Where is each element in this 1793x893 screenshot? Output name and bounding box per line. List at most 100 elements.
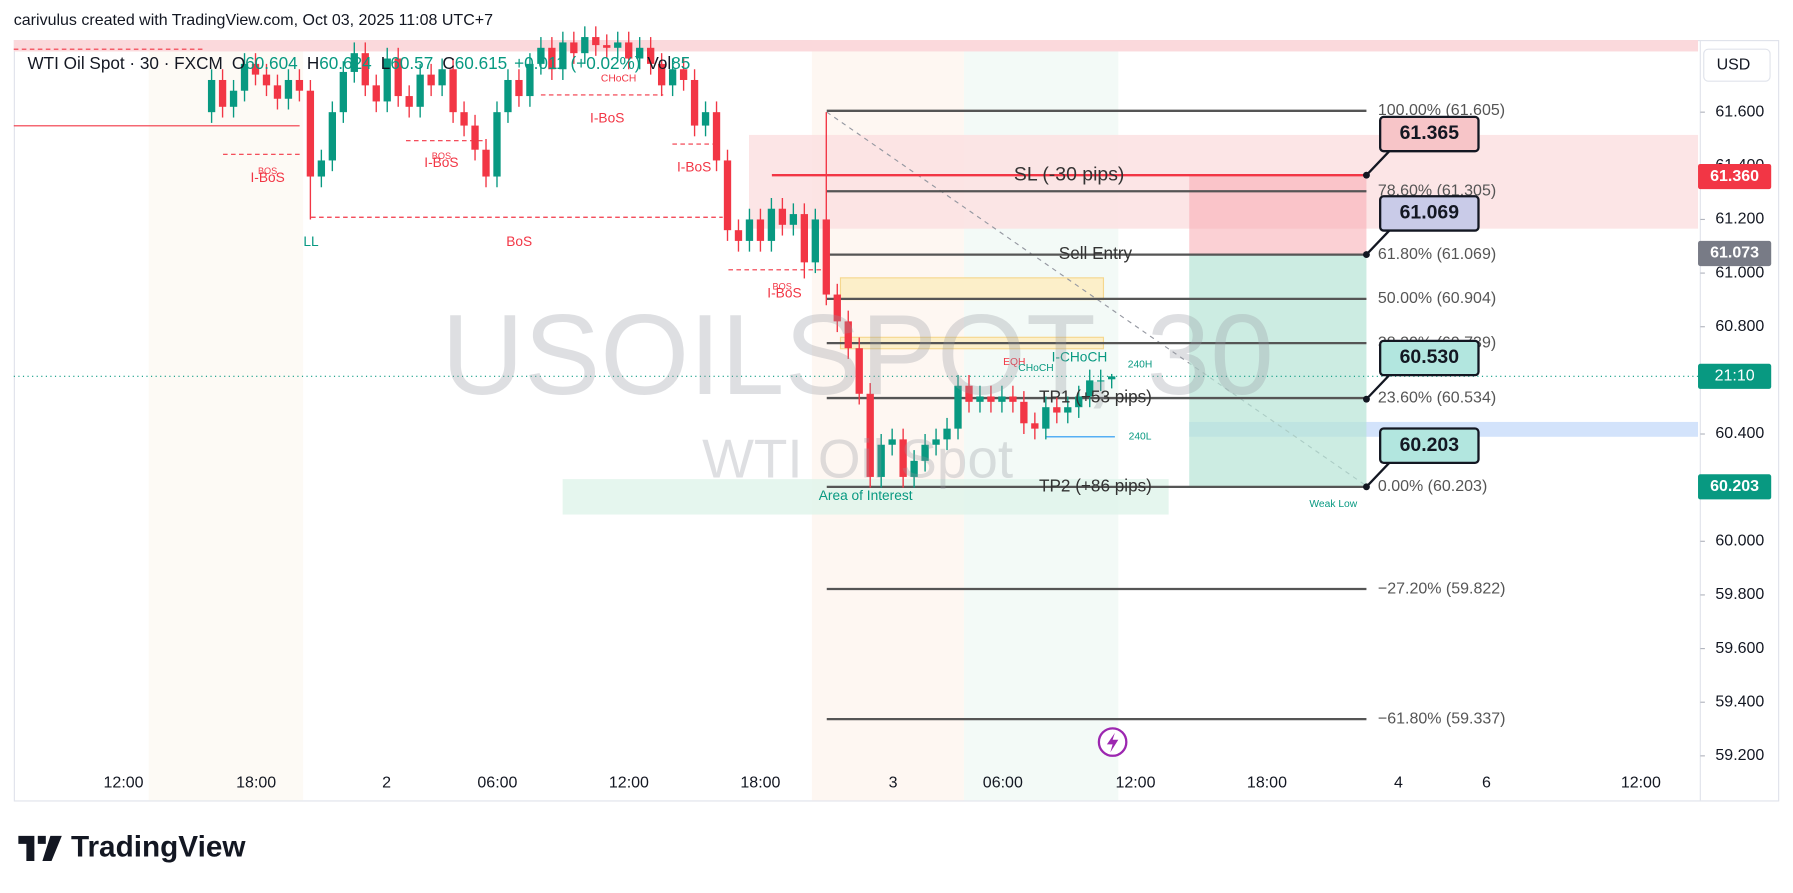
callout-box [1379, 195, 1480, 232]
candle-body [1042, 407, 1050, 429]
candle-body [767, 208, 776, 241]
candle-body [262, 74, 271, 86]
candle-body [383, 58, 391, 102]
y-tick-label: 61.000 [1715, 264, 1764, 281]
price-tag [1698, 163, 1772, 190]
annotation: 240H [1128, 359, 1153, 370]
callout-anchor [1363, 395, 1370, 403]
legend-value: 60.624 [319, 53, 372, 73]
candle-body [987, 396, 995, 402]
callout-pointer [1365, 229, 1391, 256]
annotation: I-BoS [590, 111, 624, 126]
candle-body [218, 79, 227, 107]
candle-body [284, 79, 293, 99]
candle-body [998, 396, 1006, 402]
candle-body [471, 125, 479, 150]
candle-body [592, 37, 600, 46]
y-tick-label: 59.400 [1715, 693, 1764, 710]
candle-body [438, 69, 446, 86]
candle-body [888, 439, 896, 445]
candle-body [1075, 396, 1083, 408]
candle-body [207, 79, 216, 113]
x-tick-label: 12:00 [1621, 774, 1661, 791]
countdown-tag [1698, 363, 1772, 389]
price-tag-label: 61.073 [1710, 245, 1759, 262]
candle-body [526, 63, 534, 97]
candle-body [789, 214, 798, 225]
trade-label: SL (-30 pips) [1014, 163, 1124, 185]
x-tick-label: 12:00 [1115, 774, 1155, 791]
candle-body [657, 63, 666, 86]
candle-body [295, 79, 304, 91]
candle-body [712, 112, 721, 161]
annotation: I-BoS [767, 285, 801, 300]
legend-key: L [381, 53, 391, 73]
x-tick-label: 12:00 [104, 774, 144, 791]
x-tick-label: 06:00 [477, 774, 517, 791]
candle-body [416, 74, 424, 107]
x-tick-label: 3 [889, 774, 898, 791]
candle-body [1020, 401, 1028, 424]
candle-body [965, 385, 973, 402]
candle-body [943, 428, 951, 440]
logo-mark [18, 835, 62, 861]
candle-body [625, 42, 633, 59]
annotation: 240L [1129, 431, 1152, 442]
candle-body [350, 53, 358, 72]
candle-body [668, 69, 677, 86]
annotation: Area of Interest [819, 488, 913, 503]
fib-label: 61.80% (61.069) [1378, 246, 1496, 263]
candle-body [328, 112, 337, 161]
candle-body [603, 45, 611, 48]
price-tag-label: 61.360 [1710, 168, 1759, 185]
candle-body [932, 439, 940, 445]
candle-body [515, 79, 523, 97]
legend-value: 60.57 [390, 53, 433, 73]
candle-body [734, 230, 743, 241]
callout-label: 61.069 [1400, 202, 1460, 224]
candle-body [229, 90, 238, 107]
area-of-interest [562, 479, 1169, 515]
x-tick-label: 06:00 [983, 774, 1023, 791]
candle-body [1097, 380, 1105, 382]
structure-lines [13, 48, 826, 271]
callout-anchor [1363, 171, 1370, 179]
callout-label: 61.365 [1400, 122, 1460, 144]
credit: carivulus created with TradingView.com, … [14, 12, 493, 29]
callout-pointer [1365, 374, 1391, 400]
legend-key: H [307, 53, 319, 73]
callout-anchor [1363, 251, 1370, 259]
fib-label: 23.60% (60.534) [1378, 389, 1496, 406]
callout-anchor [1363, 483, 1370, 491]
candle-body [405, 96, 413, 107]
callout-box [1379, 115, 1480, 153]
candle-body [493, 112, 501, 177]
logo-text: TradingView [71, 830, 246, 863]
candle-body [372, 85, 380, 102]
candle-body [844, 321, 852, 349]
candle-body [427, 74, 435, 86]
symbol: WTI Oil Spot · 30 · FXCM [28, 53, 223, 73]
candle-body [339, 71, 347, 113]
legend-value: 60.615 [455, 53, 507, 73]
currency-box [1703, 48, 1771, 82]
x-tick-label: 18:00 [236, 774, 276, 791]
candle-body [855, 348, 863, 394]
callout-box [1379, 427, 1480, 464]
legend-key: O [232, 53, 245, 73]
annotation: I-BoS [424, 155, 458, 170]
candle-body [822, 219, 830, 295]
candle-body [690, 79, 699, 126]
candle-body [504, 79, 512, 113]
candle-body [460, 112, 468, 126]
callout-pointer [1365, 462, 1391, 488]
annotation: BOS [432, 151, 451, 161]
candle-body [756, 219, 765, 241]
fib-label: −61.80% (59.337) [1378, 710, 1506, 727]
y-tick-label: 59.600 [1715, 640, 1764, 657]
watermark-subtitle: WTI Oil Spot [702, 428, 1013, 490]
candle-body [251, 63, 260, 75]
x-tick-label: 18:00 [1247, 774, 1287, 791]
annotation: CHoCH [1018, 363, 1053, 374]
